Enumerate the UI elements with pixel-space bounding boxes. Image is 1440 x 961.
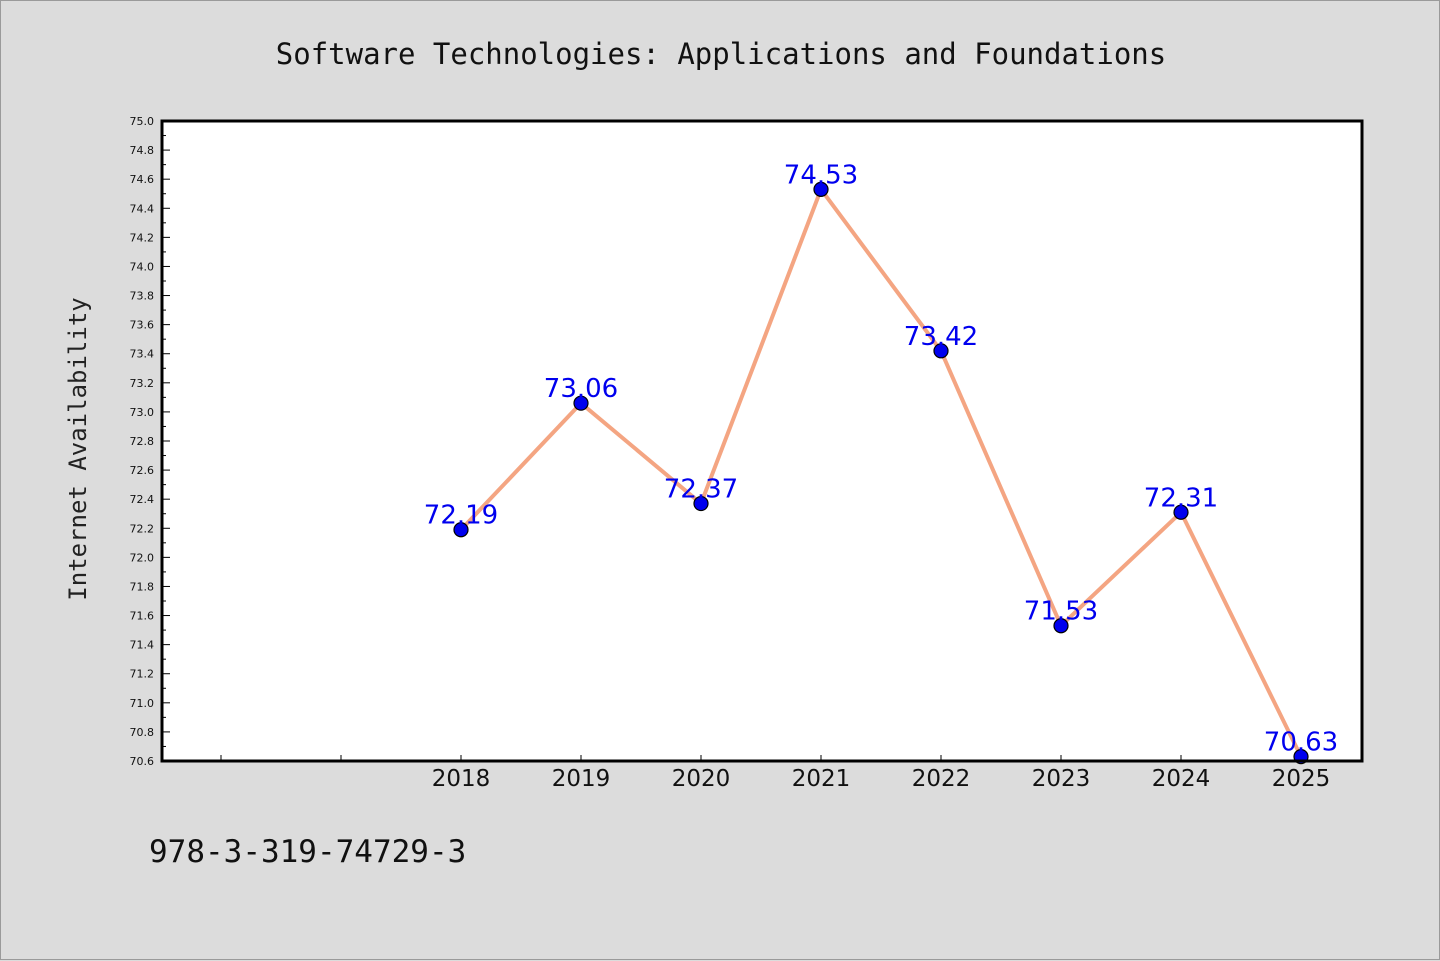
y-tick-label: 71.0 [130,697,155,710]
y-tick-label: 71.6 [130,610,155,623]
plot-area [162,121,1362,761]
data-point [813,181,829,197]
y-tick-label: 71.4 [130,639,155,652]
y-tick-label: 71.2 [130,668,155,681]
y-tick-label: 70.6 [130,755,155,768]
data-label: 72.31 [1144,483,1218,513]
data-point [1173,504,1189,520]
x-tick-label: 2023 [1032,766,1091,792]
x-tick-label: 2020 [672,766,731,792]
y-tick-label: 70.8 [130,726,155,739]
y-tick-label: 74.2 [130,231,155,244]
data-point [573,395,589,411]
data-label: 71.53 [1024,597,1098,627]
plot-border [160,119,1364,763]
series-line-group [459,187,1303,758]
y-tick-label: 74.8 [130,144,155,157]
data-label: 73.42 [904,322,978,352]
y-tick-label: 72.6 [130,464,155,477]
x-tick-label: 2018 [432,766,491,792]
y-tick-label: 73.0 [130,406,155,419]
x-tick-label: 2019 [552,766,611,792]
y-axis-label: Internet Availability [64,297,92,600]
y-tick-label: 71.8 [130,580,155,593]
y-tick-label: 74.4 [130,202,155,215]
x-tick-label: 2025 [1272,766,1331,792]
x-tick-label: 2024 [1152,766,1211,792]
data-point [693,495,709,512]
y-tick-label: 74.6 [130,173,155,186]
y-axis-ticks: 70.6 70.8 71.0 71.2 71.4 71.6 71.8 72.0 72.2 72.4… [130,115,170,768]
data-labels: 72.19 73.06 72.37 74.53 73.42 71.53 72.31 70.63 [424,160,1338,757]
data-label: 73.06 [544,374,618,404]
y-tick-label: 73.6 [130,319,155,332]
series-line [459,187,1303,758]
x-tick-label: 2021 [792,766,851,792]
data-point [933,343,949,359]
y-tick-label: 72.4 [130,493,155,506]
isbn-footnote: 978-3-319-74729-3 [149,834,467,870]
data-label: 72.37 [664,475,738,505]
x-axis-ticks: 2018 2019 2020 2021 2022 2023 2024 2025 [220,755,1331,792]
y-tick-label: 72.0 [130,551,155,564]
y-tick-label: 74.0 [130,260,155,273]
data-point [1053,618,1069,634]
y-tick-label: 73.2 [130,377,155,390]
y-tick-label: 75.0 [130,115,155,128]
data-point [453,522,469,538]
x-tick-label: 2022 [912,766,971,792]
y-tick-label: 72.8 [130,435,155,448]
data-label: 74.53 [784,160,858,190]
data-label: 70.63 [1264,728,1338,758]
data-label: 72.19 [424,501,498,531]
chart-title: Software Technologies: Applications and … [276,37,1166,71]
y-tick-label: 73.4 [130,348,155,361]
y-tick-label: 72.2 [130,522,155,535]
y-tick-label: 73.8 [130,290,155,303]
